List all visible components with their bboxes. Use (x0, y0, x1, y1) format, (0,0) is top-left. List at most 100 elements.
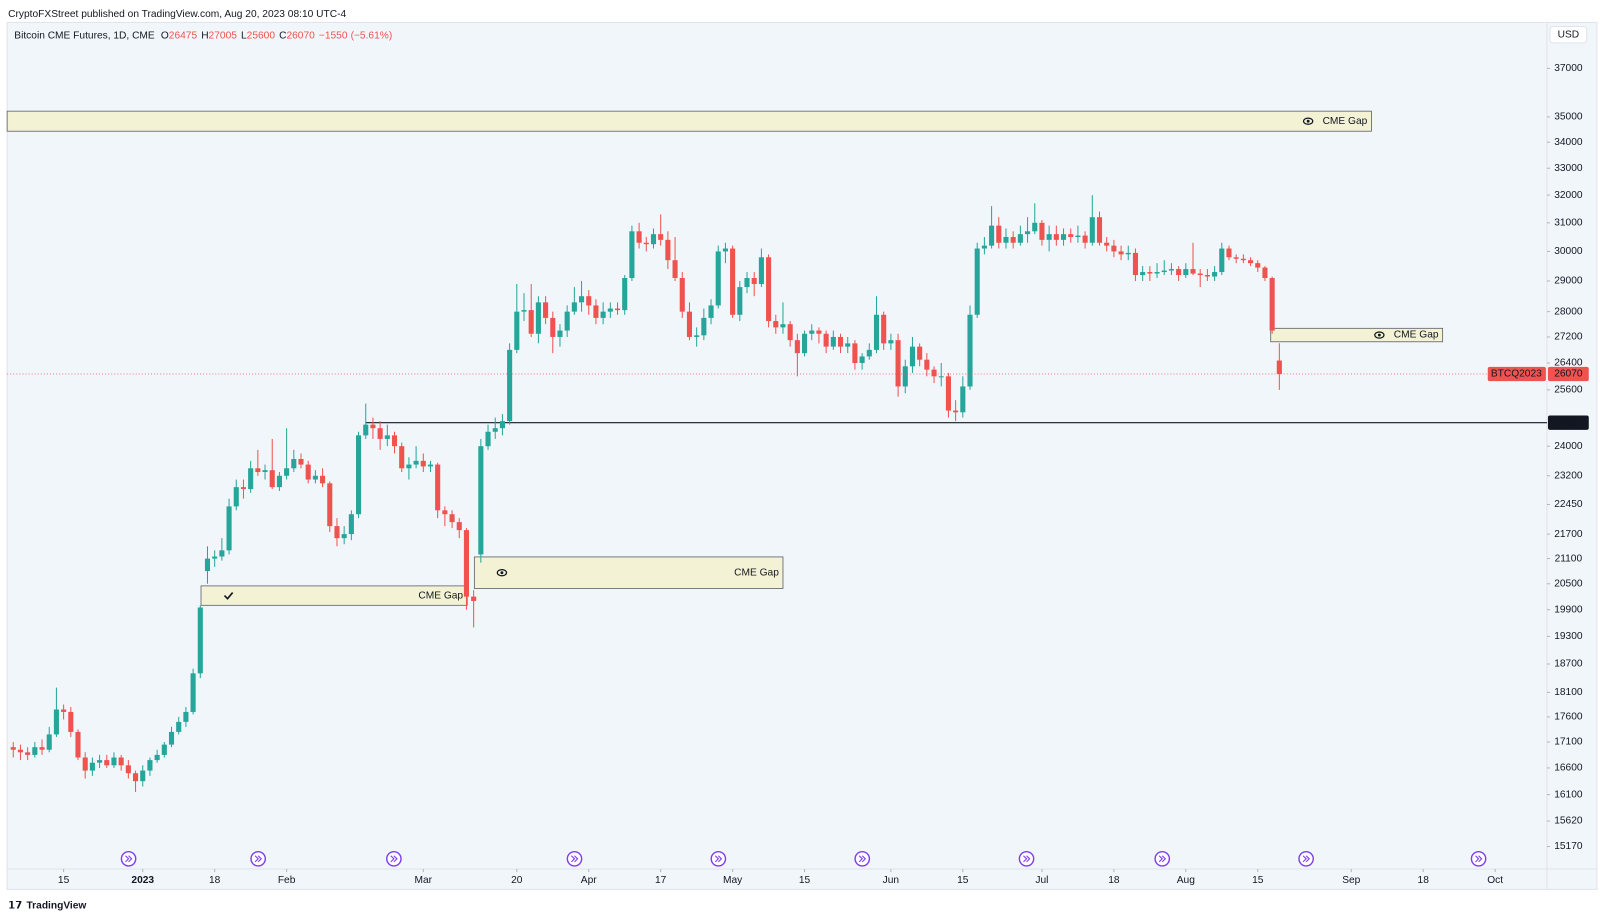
gap-label: CME Gap (418, 590, 463, 601)
candle-body (75, 731, 81, 758)
event-icon-arrow (390, 855, 398, 863)
candle-body (17, 749, 24, 753)
candle-body (672, 260, 678, 279)
candle-body (888, 340, 894, 344)
candle-body (967, 314, 973, 387)
event-icon-arrow (1023, 855, 1031, 863)
candle-body (176, 721, 182, 732)
candle-body (737, 287, 743, 315)
y-tick-label: 29000 (1554, 276, 1583, 287)
y-tick-label: 18700 (1554, 659, 1583, 670)
candle-body (823, 333, 829, 347)
candle-body (168, 731, 175, 745)
candle-body (816, 330, 822, 334)
candle-body (852, 343, 858, 364)
last-price-box (1547, 366, 1589, 382)
candle-body (650, 234, 657, 245)
ohlc-value: 26475 (169, 30, 198, 41)
candle-body (262, 470, 268, 473)
ticker-label: BTCQ2023 (1491, 369, 1542, 380)
event-icon-arrow (1475, 855, 1483, 863)
symbol: Bitcoin CME Futures, 1D, CME (14, 30, 155, 41)
candle-body (945, 376, 951, 411)
gap-label: CME Gap (1323, 116, 1368, 127)
event-icon-arrow (571, 855, 579, 863)
candle-body (866, 349, 872, 357)
y-tick-label: 16100 (1554, 789, 1583, 800)
candle-body (53, 709, 59, 735)
candle-body (68, 711, 74, 732)
candle-body (614, 308, 621, 311)
candle-body (456, 522, 462, 531)
change: −1550 (319, 30, 348, 41)
candle-body (471, 596, 477, 601)
candle-body (1226, 248, 1232, 258)
event-icon-arrow (254, 855, 263, 863)
x-tick-label: Jul (1035, 875, 1048, 886)
candle-body (1176, 269, 1182, 276)
candle-body (1118, 251, 1124, 255)
candle-body (1190, 269, 1196, 274)
candle-body (125, 765, 131, 774)
candle-body (399, 446, 405, 469)
candle-body (658, 234, 664, 240)
candle-body (356, 435, 362, 515)
x-tick-label: Mar (415, 875, 433, 886)
candle-body (564, 311, 570, 331)
candle-body (499, 421, 505, 429)
candle-body (924, 359, 930, 370)
candle-body (442, 510, 448, 515)
candle-body (1161, 270, 1167, 273)
candle-body (996, 225, 1002, 243)
candle-body (579, 296, 585, 303)
gap-zone (473, 556, 784, 589)
candle-body (686, 311, 693, 337)
candle-body (348, 514, 354, 535)
x-tick-label: 17 (655, 875, 667, 886)
footer-logo: 𝟭𝟳 TradingView (8, 900, 86, 911)
candle-body (118, 757, 124, 766)
y-tick-label: 18100 (1554, 687, 1583, 698)
y-tick-label: 31000 (1554, 217, 1583, 228)
candle-body (701, 317, 707, 336)
x-tick-label: 15 (799, 875, 811, 886)
candle-body (111, 757, 117, 766)
y-tick-label: 21100 (1555, 553, 1583, 564)
y-tick-label: 22450 (1554, 499, 1583, 510)
candle-body (571, 302, 577, 312)
candle-body (758, 257, 764, 285)
candle-body (161, 744, 167, 755)
y-tick-label: 19900 (1554, 604, 1583, 615)
x-tick-label: 15 (58, 875, 70, 886)
x-tick-label: 18 (209, 875, 221, 886)
y-tick-label: 28000 (1554, 306, 1583, 317)
candle-body (284, 468, 290, 476)
candle-body (1204, 275, 1210, 277)
candle-body (895, 340, 901, 387)
candle-body (212, 556, 218, 559)
candle-body (226, 506, 232, 551)
candle-body (1039, 222, 1045, 240)
candle-body (931, 369, 937, 377)
x-tick-label: Sep (1342, 875, 1360, 886)
y-tick-label: 25600 (1554, 385, 1583, 396)
candle-body (1147, 272, 1153, 274)
candle-body (97, 760, 103, 763)
candle-body (1248, 260, 1254, 264)
y-tick-label: 23200 (1554, 470, 1583, 481)
ohlc-letter: L (241, 30, 247, 41)
y-tick-label: 35000 (1554, 112, 1583, 123)
y-tick-label: 27200 (1554, 332, 1583, 343)
candle-body (535, 302, 541, 334)
candle-body (39, 747, 45, 750)
candle-body (204, 558, 211, 572)
candle-body (1104, 242, 1110, 246)
y-tick-label: 17100 (1554, 737, 1583, 748)
currency: USD (1558, 29, 1580, 40)
candle-body (960, 386, 966, 413)
candle-body (586, 296, 592, 306)
candle-body (881, 314, 887, 344)
candle-body (744, 278, 750, 288)
candle-body (377, 428, 383, 439)
